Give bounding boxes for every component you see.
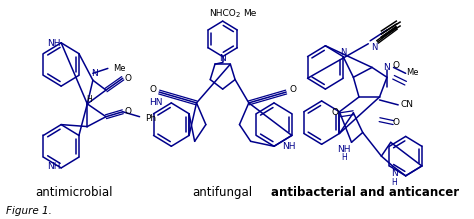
Text: Figure 1.: Figure 1. [6,206,52,216]
Text: Me: Me [113,64,126,73]
Text: H: H [86,95,92,104]
Text: Me: Me [243,9,256,18]
Text: O: O [125,74,132,83]
Text: 2: 2 [236,12,240,18]
Text: NH: NH [282,142,296,151]
Text: N: N [219,54,226,63]
Text: O: O [331,108,338,117]
Text: N: N [383,63,391,72]
Text: NHCO: NHCO [210,9,236,18]
Text: HN: HN [150,98,163,107]
Text: N: N [371,43,377,52]
Text: CN: CN [400,100,413,109]
Text: O: O [393,61,400,70]
Text: Ph: Ph [145,114,156,123]
Text: antimicrobial: antimicrobial [36,186,113,199]
Text: O: O [393,118,400,127]
Text: NH: NH [47,39,60,48]
Text: O: O [149,85,156,94]
Text: NH: NH [337,145,351,154]
Text: antibacterial and anticancer: antibacterial and anticancer [271,186,459,199]
Text: antifungal: antifungal [192,186,253,199]
Text: O: O [289,85,296,94]
Text: Me: Me [406,68,418,77]
Text: N: N [91,69,98,78]
Text: N: N [340,48,346,57]
Text: H: H [392,178,397,187]
Text: N: N [391,169,398,178]
Text: NH: NH [47,162,60,171]
Text: O: O [125,107,132,116]
Text: H: H [341,153,347,162]
